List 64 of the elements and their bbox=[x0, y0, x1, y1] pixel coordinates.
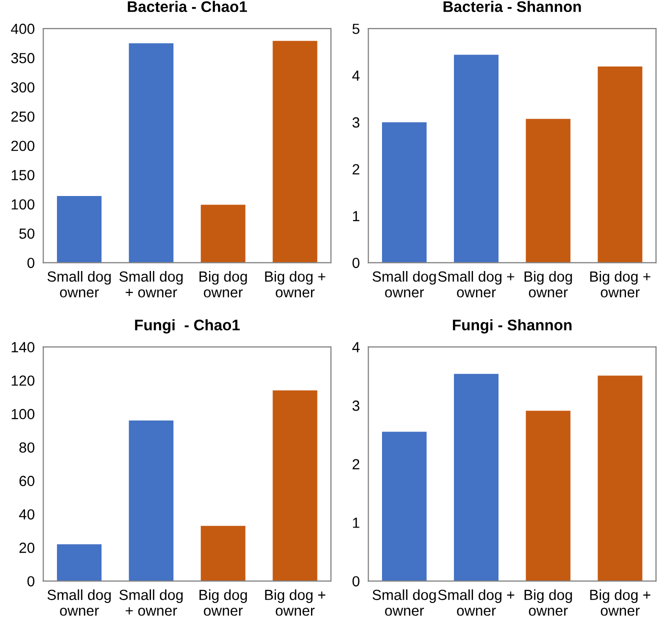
bar bbox=[382, 432, 427, 582]
bar bbox=[272, 390, 318, 582]
x-tick-label: Big dog + owner bbox=[265, 270, 326, 298]
bar bbox=[128, 43, 174, 263]
bar bbox=[526, 410, 570, 582]
y-tick-label: 0 bbox=[27, 258, 34, 268]
x-tick-label: Small dog + owner bbox=[438, 589, 514, 616]
x-tick-label: Big dog owner bbox=[524, 270, 572, 298]
bar bbox=[200, 526, 246, 582]
bar bbox=[56, 544, 102, 582]
y-tick-label: 350 bbox=[11, 52, 34, 64]
x-tick-label: Big dog + owner bbox=[590, 270, 650, 298]
y-tick-label: 20 bbox=[19, 542, 34, 554]
x-tick-label: Small dog owner bbox=[47, 589, 111, 616]
y-tick-label: 1 bbox=[353, 518, 360, 528]
y-tick-label: 300 bbox=[11, 82, 34, 93]
x-tick-label: Big dog + owner bbox=[590, 589, 650, 616]
y-tick-label: 0 bbox=[27, 576, 34, 586]
y-tick-label: 200 bbox=[11, 140, 34, 152]
chart-title: Bacteria - Shannon bbox=[444, 0, 581, 12]
y-tick-label: 150 bbox=[12, 170, 34, 180]
bar bbox=[598, 376, 642, 582]
y-tick-label: 80 bbox=[19, 442, 34, 453]
y-tick-label: 3 bbox=[352, 117, 360, 128]
x-tick-label: Small dog + owner bbox=[438, 270, 514, 298]
y-tick-label: 250 bbox=[11, 111, 34, 122]
chart-title: Fungi - Shannon bbox=[452, 319, 572, 334]
y-tick-label: 1 bbox=[353, 211, 360, 222]
x-tick-label: Small dog + owner bbox=[119, 270, 183, 298]
y-tick-label: 40 bbox=[19, 509, 34, 520]
bar bbox=[382, 122, 427, 263]
x-tick-label: Small dog owner bbox=[372, 270, 436, 298]
x-tick-label: Big dog + owner bbox=[265, 589, 326, 616]
y-tick-label: 100 bbox=[12, 408, 34, 420]
y-tick-label: 4 bbox=[352, 342, 360, 352]
y-tick-label: 140 bbox=[12, 342, 34, 352]
chart-title: Bacteria - Chao1 bbox=[128, 0, 247, 12]
x-tick-label: Small dog owner bbox=[372, 589, 436, 616]
bar bbox=[128, 420, 174, 582]
y-tick-label: 2 bbox=[352, 164, 360, 174]
bar bbox=[454, 374, 499, 582]
y-tick-label: 400 bbox=[10, 24, 34, 34]
bar bbox=[598, 66, 642, 263]
y-tick-label: 100 bbox=[12, 199, 34, 210]
bar bbox=[454, 54, 499, 263]
x-tick-label: Small dog + owner bbox=[119, 589, 183, 616]
y-tick-label: 0 bbox=[352, 576, 360, 586]
y-tick-label: 5 bbox=[352, 24, 360, 34]
y-tick-label: 2 bbox=[352, 459, 360, 470]
chart-title: Fungi - Chao1 bbox=[135, 319, 240, 334]
y-tick-label: 50 bbox=[19, 228, 34, 239]
x-tick-label: Big dog owner bbox=[200, 270, 247, 298]
y-tick-label: 0 bbox=[352, 258, 360, 268]
bar bbox=[272, 40, 318, 263]
y-tick-label: 120 bbox=[12, 375, 34, 386]
bar bbox=[56, 196, 102, 263]
bar bbox=[200, 204, 246, 263]
bar bbox=[526, 118, 570, 263]
x-tick-label: Big dog owner bbox=[524, 589, 572, 616]
y-tick-label: 4 bbox=[352, 70, 360, 81]
x-tick-label: Big dog owner bbox=[200, 589, 247, 616]
y-tick-label: 60 bbox=[19, 476, 34, 486]
x-tick-label: Small dog owner bbox=[47, 270, 111, 298]
y-tick-label: 3 bbox=[352, 400, 360, 411]
